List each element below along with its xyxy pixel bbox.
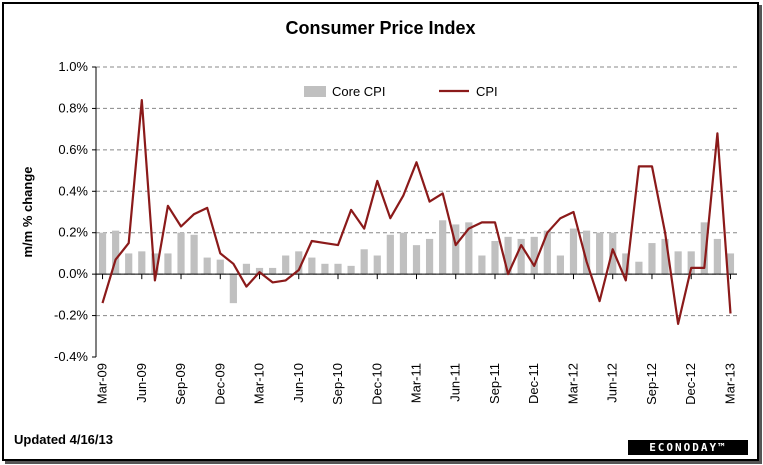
core-cpi-bar bbox=[386, 234, 394, 275]
y-tick-label: 0.4% bbox=[58, 183, 88, 198]
core-cpi-bar bbox=[98, 232, 107, 275]
y-tick-label: 0.0% bbox=[58, 266, 88, 281]
core-cpi-bar bbox=[726, 253, 735, 275]
core-cpi-bar bbox=[425, 238, 434, 275]
core-cpi-bar bbox=[295, 251, 303, 275]
core-cpi-bar bbox=[151, 253, 159, 275]
x-tick-label: Mar-10 bbox=[252, 363, 267, 404]
x-tick-label: Jun-11 bbox=[448, 363, 463, 402]
core-cpi-bar bbox=[530, 236, 538, 275]
core-cpi-bar bbox=[596, 232, 604, 275]
core-cpi-bar bbox=[177, 232, 185, 275]
x-tick-label: Dec-12 bbox=[683, 363, 698, 405]
core-cpi-bar bbox=[229, 274, 237, 304]
x-tick-label: Sep-09 bbox=[173, 363, 188, 405]
y-tick-label: 1.0% bbox=[58, 59, 88, 74]
x-tick-label: Jun-10 bbox=[291, 363, 306, 403]
legend-core-label: Core CPI bbox=[332, 84, 385, 99]
core-cpi-bar bbox=[164, 253, 172, 275]
core-cpi-bar bbox=[112, 230, 120, 275]
core-cpi-bar bbox=[674, 251, 682, 275]
cpi-chart: 1.0% 0.8% 0.6% 0.4% 0.2% 0.0% -0.2% -0.4% m/m % … bbox=[20, 59, 737, 405]
core-cpi-bar bbox=[373, 255, 381, 275]
x-tick-label: Jun-09 bbox=[134, 363, 149, 403]
core-cpi-bar bbox=[439, 220, 447, 275]
core-cpi-bar bbox=[491, 241, 499, 275]
core-cpi-bar bbox=[687, 251, 695, 275]
core-cpi-bar bbox=[543, 230, 551, 275]
x-tick-label: Jun-12 bbox=[605, 363, 620, 403]
x-tick-label: Dec-09 bbox=[212, 363, 227, 405]
updated-date: Updated 4/16/13 bbox=[14, 432, 113, 447]
y-tick-label: 0.6% bbox=[58, 142, 88, 157]
x-tick-label: Mar-11 bbox=[409, 363, 424, 403]
core-cpi-bar bbox=[216, 259, 224, 275]
core-cpi-bar bbox=[504, 236, 512, 275]
y-tick-label: -0.4% bbox=[54, 349, 88, 364]
x-tick-label: Sep-11 bbox=[487, 363, 502, 404]
core-cpi-bar bbox=[713, 238, 721, 275]
core-cpi-bar bbox=[648, 243, 656, 275]
legend-core-swatch bbox=[304, 86, 326, 97]
core-cpi-bar bbox=[465, 222, 473, 275]
core-cpi-bar bbox=[556, 255, 564, 275]
core-cpi-bar bbox=[412, 245, 421, 275]
y-tick-label: 0.2% bbox=[58, 225, 88, 240]
core-cpi-bar bbox=[308, 257, 316, 275]
core-cpi-bar bbox=[517, 238, 525, 275]
core-cpi-bar bbox=[282, 255, 290, 275]
x-tick-label: Sep-12 bbox=[644, 363, 659, 405]
cpi-line bbox=[101, 98, 732, 325]
chart-frame: Consumer Price Index 1.0% 0.8% 0.6% 0.4% 0.2… bbox=[2, 2, 759, 461]
core-cpi-bar bbox=[360, 249, 368, 275]
core-cpi-bar bbox=[125, 253, 133, 275]
y-tick-label: -0.2% bbox=[54, 308, 88, 323]
core-cpi-bar bbox=[269, 267, 277, 275]
x-tick-label: Sep-10 bbox=[330, 363, 345, 405]
x-tick-label: Mar-12 bbox=[565, 363, 580, 404]
core-cpi-bar bbox=[700, 222, 708, 275]
core-cpi-bar bbox=[635, 261, 643, 275]
core-cpi-bar bbox=[478, 255, 486, 275]
core-cpi-bar bbox=[452, 224, 460, 275]
econoday-logo: ECONODAY™ bbox=[628, 440, 748, 455]
core-cpi-bar bbox=[622, 253, 630, 275]
core-cpi-bar bbox=[334, 263, 342, 275]
core-cpi-bar bbox=[582, 230, 591, 275]
core-cpi-bar bbox=[203, 257, 211, 275]
core-cpi-bar bbox=[190, 234, 198, 275]
core-cpi-bar bbox=[661, 238, 669, 275]
core-cpi-bar bbox=[347, 265, 355, 275]
core-cpi-bar bbox=[321, 263, 329, 275]
x-tick-label: Dec-11 bbox=[526, 363, 541, 404]
y-axis-label: m/m % change bbox=[20, 166, 35, 257]
x-tick-label: Mar-09 bbox=[95, 363, 110, 404]
legend-cpi-label: CPI bbox=[476, 84, 498, 99]
x-tick-label: Dec-10 bbox=[369, 363, 384, 405]
x-tick-label: Mar-13 bbox=[722, 363, 737, 404]
chart-title: Consumer Price Index bbox=[285, 18, 476, 38]
core-cpi-bar bbox=[399, 232, 408, 275]
y-tick-label: 0.8% bbox=[58, 100, 88, 115]
core-cpi-bar bbox=[138, 251, 146, 275]
core-cpi-bar bbox=[569, 228, 578, 275]
core-cpi-bar bbox=[242, 263, 251, 275]
